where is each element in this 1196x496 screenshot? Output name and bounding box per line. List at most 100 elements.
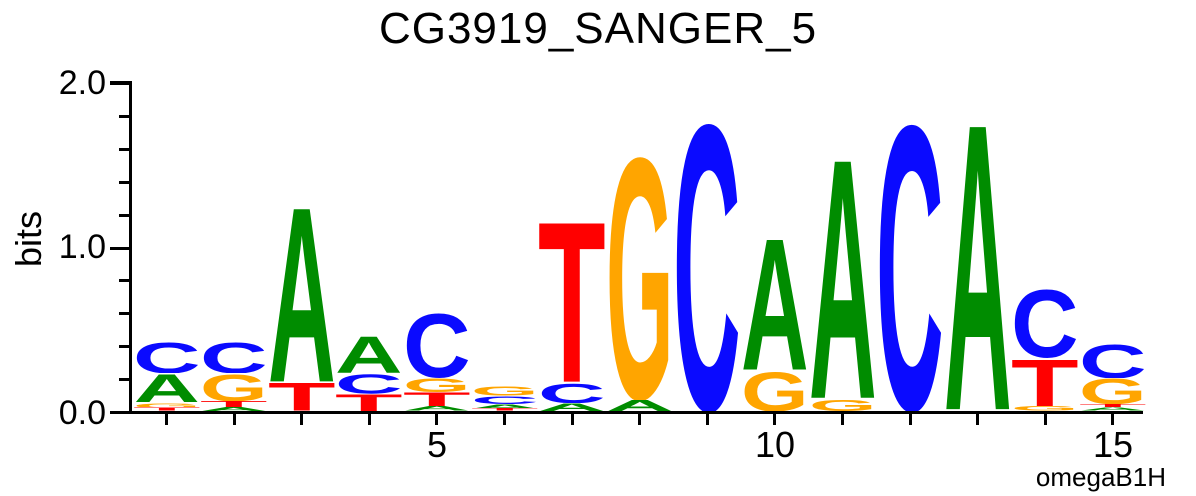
y-minor-tick-1.4 — [119, 180, 132, 184]
svg-text:G: G — [809, 400, 877, 411]
y-minor-tick-1.2 — [119, 213, 132, 217]
y-minor-tick-0.4 — [119, 345, 132, 349]
x-tick-pos-1 — [164, 414, 168, 425]
y-minor-tick-1.6 — [119, 147, 132, 151]
svg-text:T: T — [133, 407, 201, 411]
logo-letter-T-pos-6: T — [471, 408, 539, 411]
svg-text:G: G — [606, 148, 674, 400]
svg-text:C: C — [200, 341, 268, 373]
logo-column-12: C — [876, 0, 944, 411]
y-tick-label-2: 2.0 — [58, 64, 106, 102]
logo-letter-T-pos-4: T — [335, 394, 403, 411]
logo-letter-T-pos-14: T — [1011, 358, 1079, 407]
logo-letter-T-pos-3: T — [268, 382, 336, 411]
x-tick-label-10: 10 — [754, 424, 796, 465]
svg-text:A: A — [538, 403, 606, 411]
svg-text:A: A — [944, 112, 1012, 411]
logo-letter-C-pos-12: C — [876, 114, 944, 411]
logo-letter-A-pos-10: A — [741, 233, 809, 370]
logo-letter-C-pos-5: C — [403, 311, 471, 378]
y-major-tick-2.0 — [110, 82, 132, 85]
svg-text:C: C — [538, 383, 606, 403]
logo-letter-A-pos-7: A — [538, 403, 606, 411]
logo-letter-A-pos-1: A — [133, 373, 201, 403]
method-label: omegaB1H — [1035, 462, 1166, 492]
logo-letter-T-pos-15: T — [1079, 404, 1147, 407]
x-tick-pos-14 — [1043, 414, 1047, 425]
svg-text:C: C — [1011, 287, 1079, 358]
logo-letter-G-pos-2: G — [200, 373, 268, 401]
svg-text:A: A — [268, 200, 336, 383]
svg-text:C: C — [673, 113, 741, 411]
svg-text:G: G — [403, 378, 471, 392]
logo-column-9: C — [673, 0, 741, 411]
x-tick-pos-11 — [840, 414, 844, 425]
x-tick-pos-3 — [300, 414, 304, 425]
x-tick-label-5: 5 — [426, 424, 448, 465]
logo-letter-T-pos-5: T — [403, 392, 471, 407]
y-minor-tick-0.8 — [119, 279, 132, 283]
y-tick-label-0: 0.0 — [58, 394, 106, 432]
svg-text:G: G — [741, 371, 809, 411]
logo-letter-A-pos-2: A — [200, 407, 268, 411]
logo-letter-C-pos-2: C — [200, 341, 268, 373]
logo-letter-C-pos-9: C — [673, 113, 741, 411]
x-axis-line — [129, 411, 1143, 414]
svg-text:T: T — [1079, 404, 1147, 407]
y-minor-tick-1.8 — [119, 114, 132, 118]
logo-letter-G-pos-15: G — [1079, 378, 1147, 404]
logo-letter-T-pos-1: T — [133, 407, 201, 411]
logo-letter-G-pos-1: G — [133, 403, 201, 408]
x-tick-pos-12 — [908, 414, 912, 425]
svg-text:G: G — [200, 373, 268, 401]
svg-text:A: A — [403, 406, 471, 411]
svg-text:G: G — [1079, 378, 1147, 404]
x-tick-pos-7 — [570, 414, 574, 425]
y-major-tick-0.0 — [110, 411, 132, 414]
y-minor-tick-0.2 — [119, 378, 132, 382]
svg-text:A: A — [1079, 407, 1147, 411]
svg-text:T: T — [335, 394, 403, 411]
svg-text:T: T — [403, 392, 471, 407]
svg-text:A: A — [606, 400, 674, 411]
logo-letter-C-pos-14: C — [1011, 287, 1079, 358]
y-major-tick-1.0 — [110, 246, 132, 250]
svg-text:A: A — [335, 335, 403, 373]
logo-letter-T-pos-7: T — [538, 215, 606, 383]
logo-column-13: A — [944, 0, 1012, 411]
svg-text:A: A — [200, 407, 268, 411]
logo-letter-G-pos-8: G — [606, 148, 674, 400]
logo-letter-A-pos-5: A — [403, 406, 471, 411]
x-tick-pos-4 — [367, 414, 371, 425]
svg-text:T: T — [200, 401, 268, 407]
x-tick-pos-10 — [773, 414, 777, 425]
svg-text:A: A — [471, 404, 539, 408]
chart-title: CG3919_SANGER_5 — [378, 4, 818, 53]
logo-letter-C-pos-6: C — [471, 396, 539, 404]
svg-text:C: C — [1079, 343, 1147, 378]
logo-letter-C-pos-7: C — [538, 383, 606, 403]
x-tick-pos-8 — [638, 414, 642, 425]
x-tick-pos-15 — [1111, 414, 1115, 425]
logo-letter-A-pos-13: A — [944, 112, 1012, 411]
x-tick-pos-2 — [232, 414, 236, 425]
svg-text:C: C — [133, 341, 201, 373]
logo-letter-G-pos-11: G — [809, 400, 877, 411]
x-tick-pos-9 — [705, 414, 709, 425]
x-tick-label-15: 15 — [1092, 424, 1134, 465]
svg-text:A: A — [741, 233, 809, 370]
logo-letter-A-pos-11: A — [809, 149, 877, 400]
logo-letter-G-pos-6: G — [471, 386, 539, 396]
y-tick-label-1: 1.0 — [58, 228, 106, 266]
x-tick-pos-6 — [502, 414, 506, 425]
x-tick-pos-5 — [435, 414, 439, 425]
logo-letter-A-pos-4: A — [335, 335, 403, 373]
